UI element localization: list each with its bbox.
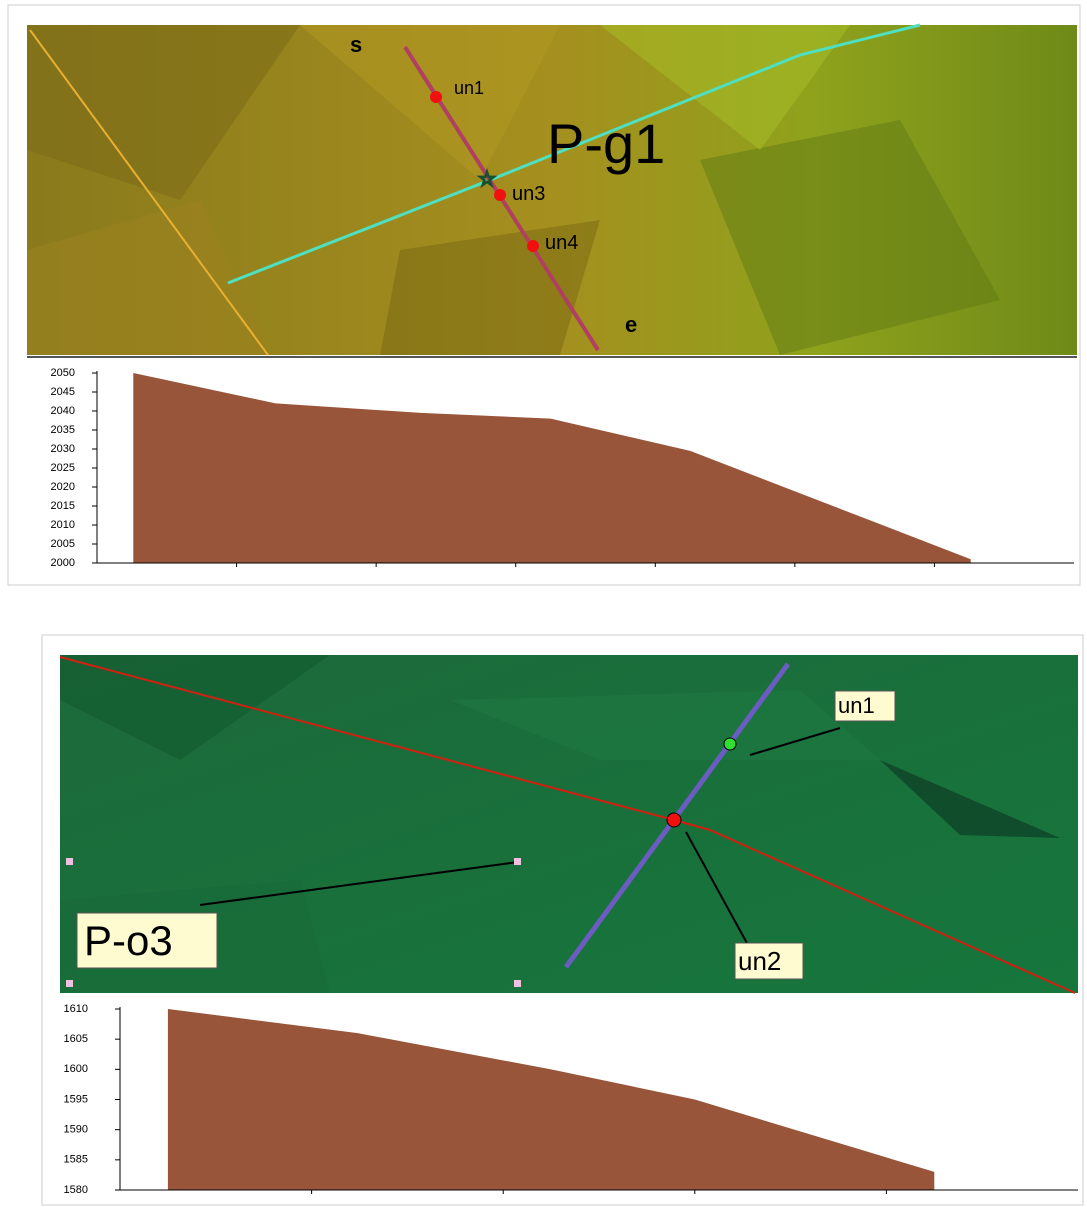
svg-text:☆: ☆ (478, 168, 496, 190)
y-tick-label: 2040 (51, 405, 75, 417)
y-tick-label: 2030 (51, 443, 75, 455)
y-tick-label: 1590 (64, 1124, 88, 1136)
y-tick-label: 2015 (51, 500, 75, 512)
map-label: e (625, 312, 637, 337)
y-tick-label: 1600 (64, 1063, 88, 1075)
y-tick-label: 1595 (64, 1093, 88, 1105)
map-label: un1 (454, 78, 484, 98)
map-title: P-g1 (547, 112, 665, 175)
map-label: un3 (512, 183, 545, 205)
y-tick-label: 2000 (51, 557, 75, 569)
map-label: un4 (545, 232, 578, 254)
map: un1 un2 P-o3 (60, 655, 1078, 993)
y-tick-label: 1605 (64, 1033, 88, 1045)
y-tick-label: 2020 (51, 481, 75, 493)
screen: ☆ s e P-g1 un1 un3 un4 un1 un2 P-o3 2000… (0, 0, 1087, 1207)
y-tick-label: 1580 (64, 1184, 88, 1196)
y-tick-label: 2035 (51, 424, 75, 436)
y-tick-label: 2050 (51, 367, 75, 379)
y-tick-label: 2045 (51, 386, 75, 398)
y-tick-label: 2025 (51, 462, 75, 474)
map-label: un2 (738, 946, 781, 976)
y-tick-label: 1610 (64, 1003, 88, 1015)
page: {"chart_data": [ {"type": "area", "x": [… (0, 0, 1087, 1207)
y-tick-label: 2010 (51, 519, 75, 531)
map-label: s (350, 32, 362, 57)
map-title: P-o3 (84, 917, 173, 964)
y-tick-label: 2005 (51, 538, 75, 550)
map: ☆ s e P-g1 un1 un3 un4 (27, 25, 1077, 355)
map-label: un1 (838, 693, 875, 718)
y-tick-label: 1585 (64, 1154, 88, 1166)
